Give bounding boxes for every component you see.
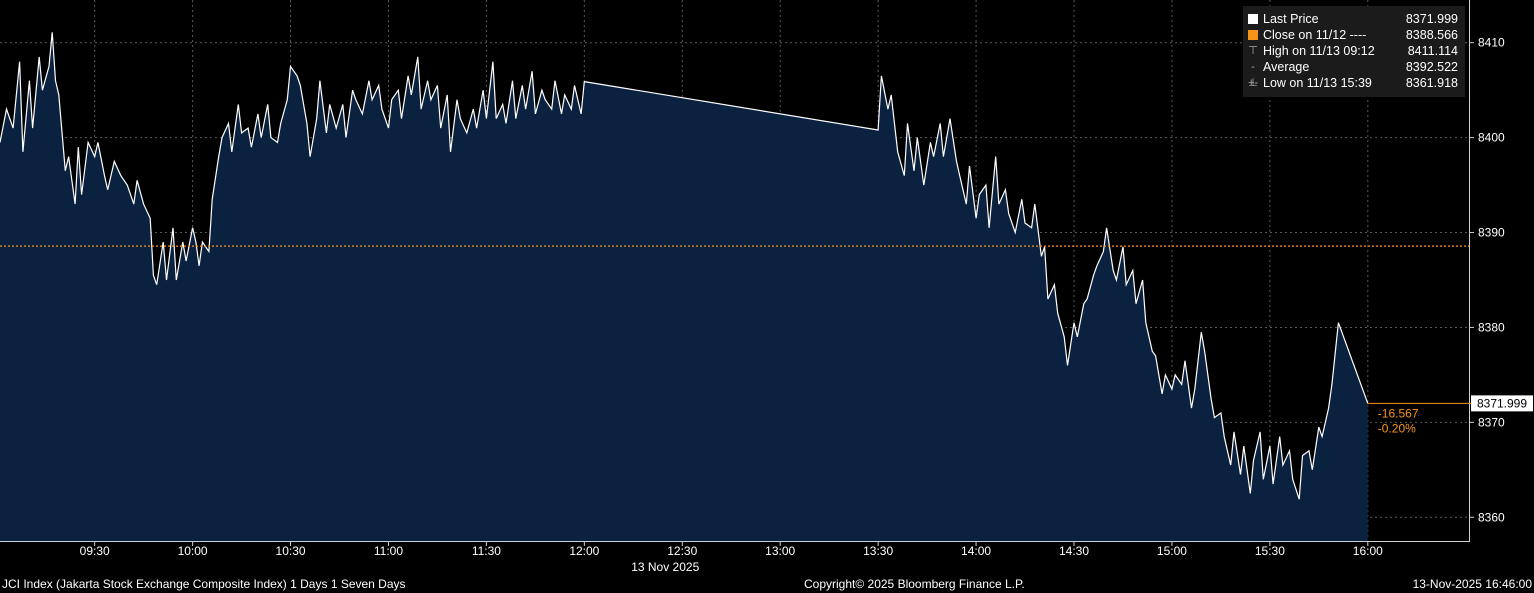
legend-item-last-price[interactable]: Last Price 8371.999 [1243,11,1465,27]
x-tick-label: 11:30 [472,544,501,558]
x-tick-label: 12:00 [569,544,599,558]
date-label: 13 Nov 2025 [631,560,699,574]
price-area [0,32,1368,542]
legend-label: Low on 11/13 15:39 [1263,76,1372,90]
x-tick-label: 10:00 [178,544,208,558]
close-swatch-icon [1248,30,1258,40]
x-tick-label: 13:30 [863,544,893,558]
legend-value: 8411.114 [1407,44,1458,58]
high-marker-icon: ⊤ [1248,45,1258,57]
legend-value: 8392.522 [1405,60,1458,74]
y-axis: 8360 8370 8380 8390 8400 8410 [1469,36,1505,524]
x-tick-label: 15:00 [1157,544,1187,558]
price-line [0,32,1369,500]
y-tick-label: 8390 [1478,226,1505,240]
change-percent: -0.20% [1378,421,1416,435]
x-tick-label: 11:00 [374,544,403,558]
x-tick-label: 14:00 [961,544,991,558]
low-marker-icon: ⊥ [1248,77,1258,89]
x-tick-label: 12:30 [667,544,697,558]
x-tick-label: 09:30 [80,544,110,558]
change-absolute: -16.567 [1378,406,1419,420]
x-tick-label: 14:30 [1059,544,1089,558]
y-tick-label: 8380 [1478,320,1505,334]
legend-item-low[interactable]: ⊥ Low on 11/13 15:39 8361.918 [1243,75,1465,91]
x-tick-label: 16:00 [1353,544,1383,558]
legend-item-high[interactable]: ⊤ High on 11/13 09:12 8411.114 [1243,43,1465,59]
legend-label: High on 11/13 09:12 [1263,44,1375,58]
legend-label: Close on 11/12 ---- [1263,28,1367,42]
x-tick-label: 13:00 [765,544,795,558]
legend-value: 8361.918 [1405,76,1458,90]
legend-label: Last Price [1263,12,1319,26]
legend-label: Average [1263,60,1310,74]
y-tick-label: 8410 [1478,36,1505,50]
last-price-tag: 8371.999 [1477,396,1527,410]
y-tick-label: 8400 [1478,131,1505,145]
last-price-swatch-icon [1248,14,1258,24]
footer-security-description: JCI Index (Jakarta Stock Exchange Compos… [2,577,406,591]
footer-timestamp: 13-Nov-2025 16:46:00 [1412,577,1532,591]
x-tick-label: 15:30 [1255,544,1285,558]
x-axis: 09:30 10:00 10:30 11:00 11:30 12:00 12:30 13:00… [80,541,1383,558]
legend-box: Last Price 8371.999 Close on 11/12 ---- … [1243,6,1465,97]
x-tick-label: 10:30 [276,544,306,558]
last-price-tag-box [1471,395,1533,412]
y-tick-label: 8360 [1478,510,1505,524]
legend-item-close[interactable]: Close on 11/12 ---- 8388.566 [1243,27,1465,43]
legend-value: 8388.566 [1405,28,1458,42]
average-marker-icon: -+- [1247,61,1259,89]
legend-value: 8371.999 [1405,12,1458,26]
legend-item-average[interactable]: -+- Average 8392.522 [1243,59,1465,89]
y-tick-label: 8370 [1478,415,1505,429]
footer-copyright: Copyright© 2025 Bloomberg Finance L.P. [804,577,1025,591]
